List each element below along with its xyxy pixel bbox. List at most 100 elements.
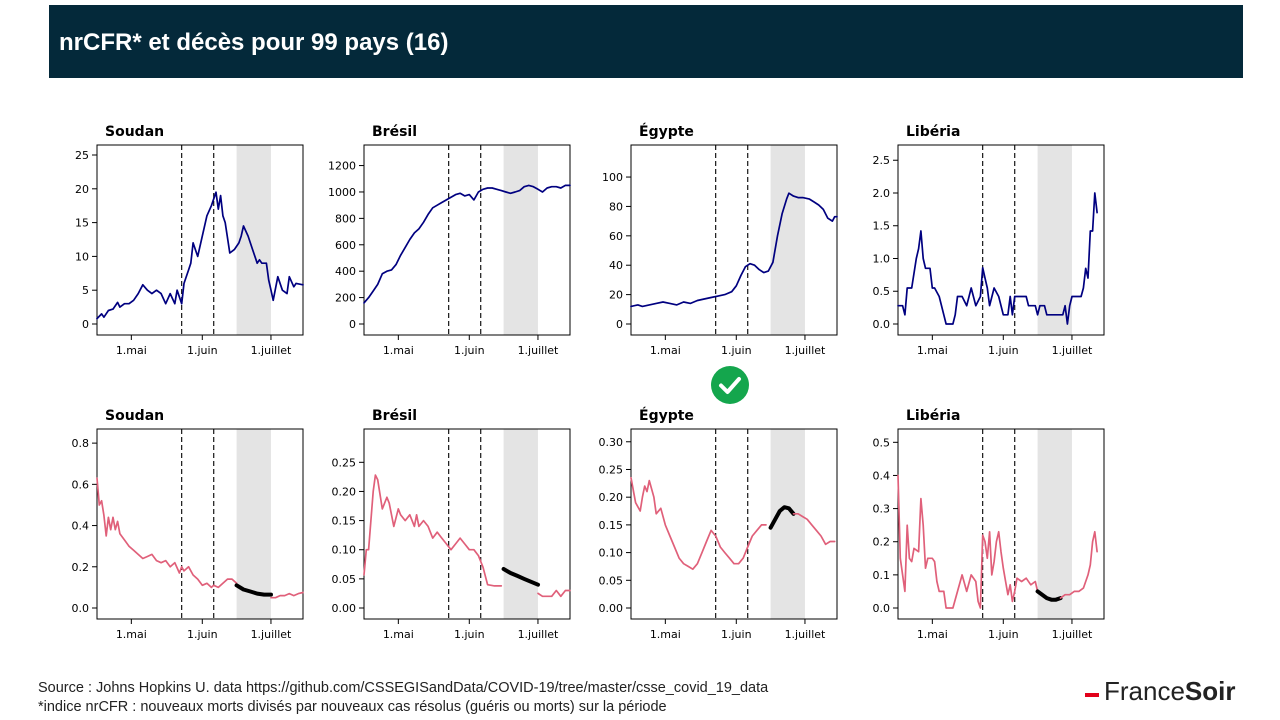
y-tick-label: 200	[335, 292, 356, 305]
fit-series-line	[234, 583, 273, 597]
x-tick-label: 1.mai	[917, 344, 948, 357]
fit-series-line	[768, 505, 796, 530]
source-note: Source : Johns Hopkins U. data https://g…	[38, 680, 769, 696]
y-tick-label: 0.8	[72, 437, 90, 450]
shaded-window	[1037, 429, 1072, 619]
check-circle-icon	[711, 366, 749, 404]
y-tick-label: 0.4	[873, 469, 891, 482]
nrcfr-series-line	[270, 591, 304, 599]
chart-deaths-soudan: Soudan 0 5 10 15 20 25 1.mai 1.juin 1.juillet	[75, 124, 304, 357]
chart-title: Égypte	[639, 407, 694, 424]
y-tick-label: 1.0	[873, 252, 891, 265]
shaded-window	[503, 145, 538, 335]
y-tick-label: 0.15	[599, 519, 624, 532]
nrcfr-series-line	[897, 474, 1039, 609]
y-tick-label: 0.25	[599, 463, 624, 476]
nrcfr-series-line	[1059, 530, 1098, 599]
x-tick-label: 1.juin	[988, 344, 1019, 357]
y-tick-label: 0.20	[599, 491, 624, 504]
chart-title: Soudan	[105, 408, 164, 424]
y-tick-label: 0.30	[599, 436, 624, 449]
chart-nrcfr-liberia: Libéria 0.0 0.1 0.2 0.3 0.4 0.5 1.mai 1.juin 1.ju…	[873, 408, 1105, 641]
fit-series-line	[501, 567, 540, 587]
shaded-window	[1037, 145, 1072, 335]
plot-frame	[630, 144, 838, 336]
plot-frame	[96, 428, 304, 620]
chart-title: Libéria	[906, 408, 960, 424]
nrcfr-definition-note: *indice nrCFR : nouveaux morts divisés p…	[38, 699, 667, 715]
y-tick-label: 0.05	[599, 574, 624, 587]
y-tick-label: 0.05	[332, 573, 357, 586]
plot-frame	[96, 144, 304, 336]
deaths-series-line	[96, 191, 304, 320]
y-tick-label: 0.00	[332, 602, 357, 615]
y-tick-label: 100	[602, 171, 623, 184]
x-tick-label: 1.juillet	[518, 628, 559, 641]
chart-title: Égypte	[639, 123, 694, 140]
x-tick-label: 1.juin	[454, 628, 485, 641]
y-tick-label: 1200	[328, 160, 356, 173]
x-tick-label: 1.juillet	[518, 344, 559, 357]
x-tick-label: 1.mai	[383, 628, 414, 641]
y-tick-label: 0.0	[72, 602, 90, 615]
nrcfr-series-line	[537, 589, 571, 598]
chart-title: Libéria	[906, 124, 960, 140]
y-tick-label: 0.4	[72, 520, 90, 533]
x-tick-label: 1.mai	[116, 344, 147, 357]
x-tick-label: 1.juin	[721, 344, 752, 357]
shaded-window	[770, 145, 805, 335]
y-tick-label: 600	[335, 239, 356, 252]
chart-deaths-egypte: Égypte 0 20 40 60 80 100 1.mai 1.juin 1.juillet	[602, 123, 838, 357]
y-tick-label: 10	[75, 250, 89, 263]
x-tick-label: 1.juillet	[1052, 628, 1093, 641]
y-tick-label: 0.25	[332, 456, 357, 469]
chart-nrcfr-soudan: Soudan 0.0 0.2 0.4 0.6 0.8 1.mai 1.juin 1.juille…	[72, 408, 304, 641]
page-title: nrCFR* et décès pour 99 pays (16)	[59, 29, 449, 56]
chart-nrcfr-bresil: Brésil 0.00 0.05 0.10 0.15 0.20 0.25 1.mai 1.jui…	[332, 408, 571, 641]
y-tick-label: 0.20	[332, 485, 357, 498]
y-tick-label: 0.3	[873, 503, 891, 516]
y-tick-label: 0.6	[72, 478, 90, 491]
x-tick-label: 1.juin	[454, 344, 485, 357]
y-tick-label: 20	[75, 183, 89, 196]
x-tick-label: 1.juillet	[251, 344, 292, 357]
y-tick-label: 0	[82, 318, 89, 331]
shaded-window	[770, 429, 805, 619]
logo-text-soir: Soir	[1184, 676, 1236, 706]
y-tick-label: 40	[609, 259, 623, 272]
y-tick-label: 15	[75, 217, 89, 230]
x-tick-label: 1.juillet	[785, 344, 826, 357]
y-tick-label: 0.2	[873, 536, 891, 549]
x-tick-label: 1.juillet	[785, 628, 826, 641]
x-tick-label: 1.mai	[650, 628, 681, 641]
nrcfr-series-line	[363, 474, 503, 587]
plot-frame	[897, 144, 1105, 336]
plot-frame	[630, 428, 838, 620]
x-tick-label: 1.mai	[917, 628, 948, 641]
x-tick-label: 1.juillet	[251, 628, 292, 641]
y-tick-label: 0.00	[599, 602, 624, 615]
y-tick-label: 2.5	[873, 154, 891, 167]
nrcfr-series-line	[96, 477, 238, 589]
shaded-window	[236, 145, 271, 335]
x-tick-label: 1.juin	[721, 628, 752, 641]
chart-title: Brésil	[372, 408, 417, 424]
logo-red-dash	[1085, 693, 1099, 697]
shaded-window	[503, 429, 538, 619]
deaths-series-line	[363, 184, 571, 304]
x-tick-label: 1.juin	[187, 628, 218, 641]
chart-title: Soudan	[105, 124, 164, 140]
y-tick-label: 0.10	[332, 544, 357, 557]
y-tick-label: 1.5	[873, 220, 891, 233]
plot-frame	[363, 144, 571, 336]
plot-frame	[897, 428, 1105, 620]
y-tick-label: 1000	[328, 186, 356, 199]
x-tick-label: 1.mai	[383, 344, 414, 357]
y-tick-label: 0.5	[873, 285, 891, 298]
y-tick-label: 0.2	[72, 561, 90, 574]
x-tick-label: 1.juillet	[1052, 344, 1093, 357]
y-tick-label: 0.0	[873, 602, 891, 615]
y-tick-label: 60	[609, 230, 623, 243]
y-tick-label: 20	[609, 289, 623, 302]
y-tick-label: 800	[335, 212, 356, 225]
